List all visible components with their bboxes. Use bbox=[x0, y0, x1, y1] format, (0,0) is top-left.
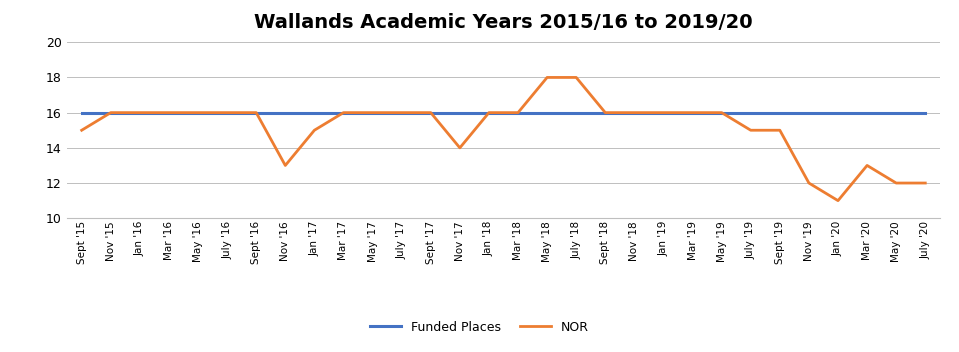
NOR bbox=[222, 111, 233, 115]
NOR bbox=[454, 146, 465, 150]
Funded Places bbox=[105, 111, 117, 115]
Line: NOR: NOR bbox=[82, 77, 925, 201]
Funded Places bbox=[861, 111, 873, 115]
Funded Places bbox=[774, 111, 785, 115]
NOR bbox=[309, 128, 320, 132]
NOR bbox=[250, 111, 262, 115]
NOR bbox=[861, 163, 873, 168]
NOR bbox=[803, 181, 814, 185]
NOR bbox=[658, 111, 669, 115]
Funded Places bbox=[222, 111, 233, 115]
NOR bbox=[163, 111, 175, 115]
NOR bbox=[105, 111, 117, 115]
Funded Places bbox=[629, 111, 641, 115]
Funded Places bbox=[658, 111, 669, 115]
NOR bbox=[280, 163, 292, 168]
NOR bbox=[745, 128, 757, 132]
NOR bbox=[541, 75, 552, 80]
Funded Places bbox=[599, 111, 611, 115]
Funded Places bbox=[920, 111, 931, 115]
NOR bbox=[396, 111, 408, 115]
NOR bbox=[134, 111, 146, 115]
Title: Wallands Academic Years 2015/16 to 2019/20: Wallands Academic Years 2015/16 to 2019/… bbox=[254, 13, 753, 32]
NOR bbox=[629, 111, 641, 115]
Funded Places bbox=[309, 111, 320, 115]
Funded Places bbox=[134, 111, 146, 115]
Funded Places bbox=[571, 111, 582, 115]
Funded Places bbox=[687, 111, 698, 115]
NOR bbox=[571, 75, 582, 80]
NOR bbox=[890, 181, 901, 185]
NOR bbox=[366, 111, 378, 115]
Funded Places bbox=[250, 111, 262, 115]
Funded Places bbox=[890, 111, 901, 115]
NOR bbox=[832, 199, 844, 203]
Funded Places bbox=[396, 111, 408, 115]
NOR bbox=[920, 181, 931, 185]
Legend: Funded Places, NOR: Funded Places, NOR bbox=[364, 316, 595, 339]
NOR bbox=[338, 111, 349, 115]
NOR bbox=[483, 111, 495, 115]
NOR bbox=[425, 111, 436, 115]
NOR bbox=[599, 111, 611, 115]
NOR bbox=[774, 128, 785, 132]
Funded Places bbox=[512, 111, 524, 115]
NOR bbox=[512, 111, 524, 115]
Funded Places bbox=[338, 111, 349, 115]
Funded Places bbox=[832, 111, 844, 115]
Funded Places bbox=[366, 111, 378, 115]
Funded Places bbox=[745, 111, 757, 115]
Funded Places bbox=[163, 111, 175, 115]
Funded Places bbox=[715, 111, 727, 115]
Funded Places bbox=[280, 111, 292, 115]
Funded Places bbox=[425, 111, 436, 115]
Funded Places bbox=[483, 111, 495, 115]
Funded Places bbox=[76, 111, 87, 115]
Funded Places bbox=[192, 111, 204, 115]
Funded Places bbox=[454, 111, 465, 115]
NOR bbox=[76, 128, 87, 132]
Funded Places bbox=[541, 111, 552, 115]
NOR bbox=[192, 111, 204, 115]
NOR bbox=[715, 111, 727, 115]
Funded Places bbox=[803, 111, 814, 115]
NOR bbox=[687, 111, 698, 115]
